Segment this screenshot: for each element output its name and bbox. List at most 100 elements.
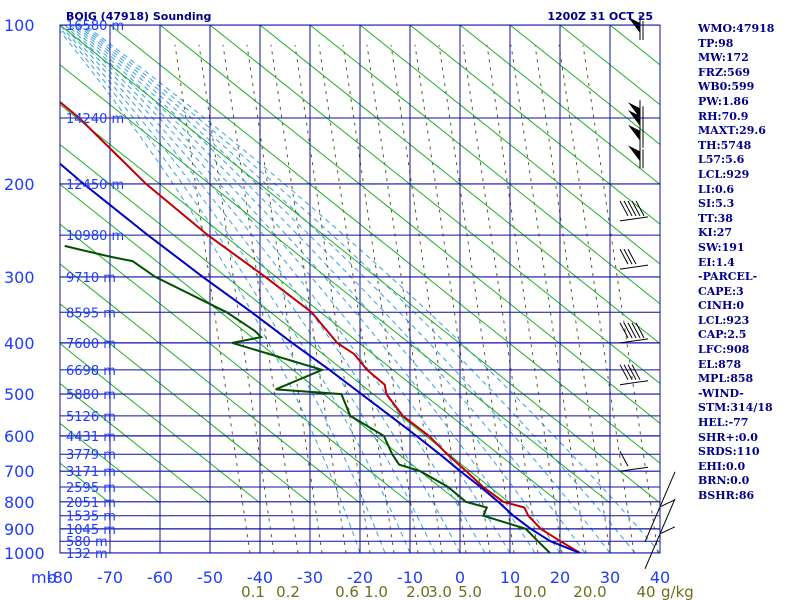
pressure-tick-label: 1000 [4,544,45,563]
temperature-tick-label: -60 [147,568,173,587]
temperature-tick-label: 40 [650,568,670,587]
dry-adiabat [60,343,261,504]
height-label: 6698 m [66,364,116,379]
stat-row: TP:98 [698,36,734,50]
mixing-ratio-line [174,44,251,553]
mixing-ratio-line [246,44,323,553]
stat-row: EHI:0.0 [698,459,746,473]
chart-title: BOIG (47918) Sounding [66,10,211,23]
height-label: 4431 m [66,430,116,445]
plot-frame [59,24,661,554]
moist-adiabat [77,25,586,553]
mixing-ratio-line [270,44,347,553]
dewpoint-line [64,244,551,553]
stat-row: TH:5748 [698,138,752,152]
stat-row: RH:70.9 [698,109,749,123]
stat-row: WB0:599 [698,80,755,94]
temperature-tick-label: 30 [600,568,620,587]
height-label: 16580 m [66,19,124,34]
height-label: 2595 m [66,481,116,496]
height-label: 132 m [66,547,108,562]
mixing-ratio-tick-label: 0.2 [276,583,300,600]
mixing-ratio-line [294,44,371,553]
height-label: 8595 m [66,306,116,321]
stat-row: EI:1.4 [698,255,735,269]
dry-adiabat [60,263,361,504]
mixing-ratio-line [486,44,563,553]
stats-panel: WMO:47918 TP:98 MW:172 FRZ:569 WB0:599 PW:1.8… [698,22,798,504]
temperature-line [60,100,583,553]
stat-row: EL:878 [698,357,742,371]
mixing-ratio-tick-label: 10.0 [513,583,546,600]
stat-row: CAP:2.5 [698,328,747,342]
moist-adiabat [60,30,361,553]
pressure-tick-label: 700 [4,462,35,481]
moist-adiabat [60,25,411,553]
stat-row: LCL:929 [698,167,750,181]
height-label: 10980 m [66,229,124,244]
moist-adiabat [82,25,636,553]
stat-row: MW:172 [698,51,749,65]
stat-row: -PARCEL- [698,270,758,284]
pressure-tick-label: 600 [4,427,35,446]
pressure-tick-label: 900 [4,520,35,539]
moist-adiabat [67,25,486,553]
temperature-tick-label: -30 [297,568,323,587]
wind-barb [619,364,649,386]
temperature-tick-label: 10 [500,568,520,587]
mixing-ratio-tick-label: 1.0 [364,583,388,600]
pressure-tick-label: 400 [4,334,35,353]
height-label: 5880 m [66,388,116,403]
dry-adiabat [60,303,311,504]
stat-row: HEL:-77 [698,416,749,430]
mixing-ratio-tick-label: 3.0 [428,583,452,600]
pressure-tick-label: 300 [4,268,35,287]
wind-barb [619,322,649,344]
mixing-ratio-line [438,44,515,553]
mixing-ratio-line [462,44,539,553]
grid-layer [60,25,660,553]
height-label: 2051 m [66,496,116,511]
height-label: 7600 m [66,337,116,352]
stat-row: KI:27 [698,226,733,240]
stat-row: CINH:0 [698,299,745,313]
mixing-ratio-tick-label: 0.6 [335,583,359,600]
stat-row: L57:5.6 [698,153,745,167]
dry-adiabat [60,223,411,504]
parcel-line [60,162,581,553]
stat-row: -WIND- [698,386,744,400]
mixing-ratio-line [414,44,491,553]
mixing-ratio-line [390,44,467,553]
height-label: 580 m [66,535,108,550]
moist-adiabat [74,25,561,553]
stat-row: WMO:47918 [698,22,775,35]
stat-row: STM:314/18 [698,401,773,415]
moist-adiabat [84,25,660,553]
stat-row: TT:38 [698,211,733,225]
pressure-tick-label: 500 [4,385,35,404]
height-label: 14240 m [66,112,124,127]
stat-row: SI:5.3 [698,197,735,211]
height-label: 1045 m [66,523,116,538]
temperature-tick-label: 20 [550,568,570,587]
wind-barb-column [619,15,676,570]
stat-row: BSHR:86 [698,489,755,502]
temperature-tick-label: -70 [97,568,123,587]
mixing-ratio-tick-label: 40 [636,583,655,600]
mixing-ratio-line [534,44,611,553]
temperature-tick-label: -80 [47,568,73,587]
mixing-ratio-tick-label: 20.0 [573,583,606,600]
height-label: 12450 m [66,178,124,193]
stat-row: BRN:0.0 [698,474,750,488]
moist-adiabat [79,25,611,553]
mixing-ratio-line [510,44,587,553]
series-layer [60,100,583,553]
wind-barb [619,450,649,472]
mixing-ratio-tick-label: 5.0 [458,583,482,600]
stat-row: FRZ:569 [698,65,751,79]
stat-row: SRDS:110 [698,445,760,459]
wind-barb [628,143,644,169]
temperature-tick-label: 0 [455,568,465,587]
mixing-ratio-unit-label: g/kg [661,583,694,600]
